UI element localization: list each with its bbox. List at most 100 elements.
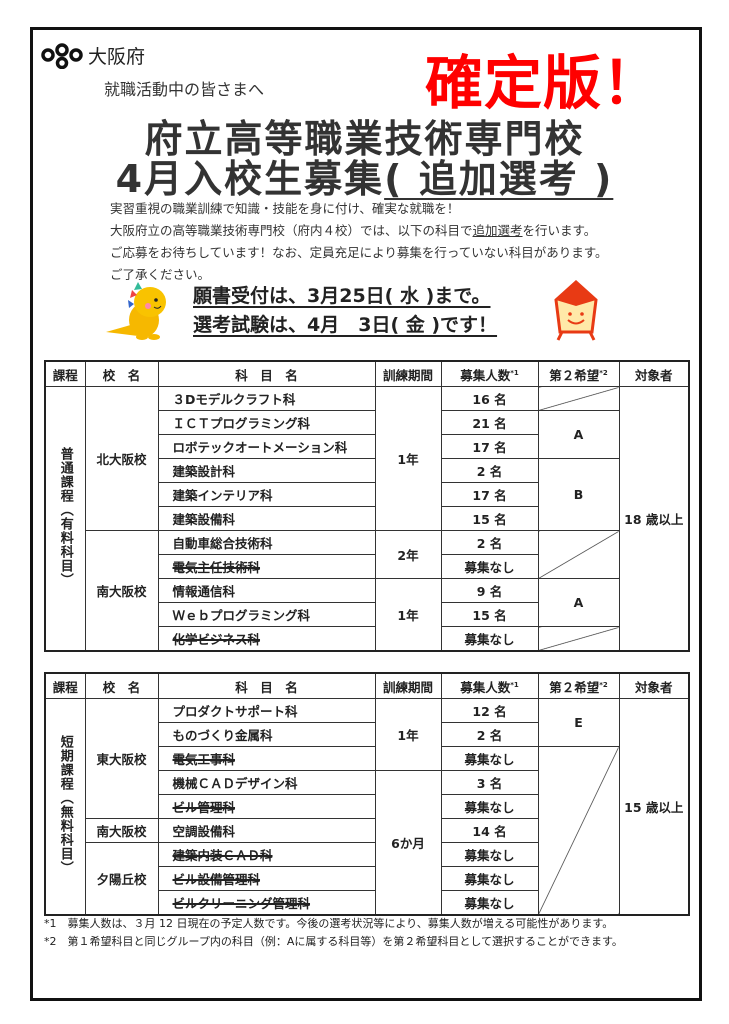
- subject-name: ものづくり金属科: [157, 722, 376, 747]
- subject-name: ビル管理科: [157, 794, 376, 819]
- subject-name: 機械ＣＡＤデザイン科: [157, 770, 376, 795]
- column-header-course: 課程: [44, 360, 86, 387]
- subject-name: 情報通信科: [157, 578, 376, 603]
- subject-closed: 化学ビジネス科: [172, 632, 261, 647]
- second-choice-none: [537, 386, 620, 411]
- subject-label: ものづくり金属科: [172, 728, 273, 743]
- training-period: 6か月: [374, 770, 442, 916]
- footnotes: *1 募集人数は、３月 12 日現在の予定人数です。今後の選考状況等により、募集…: [44, 915, 623, 951]
- table-row: 南大阪校 空調設備科 14 名: [45, 818, 689, 843]
- second-choice-none: [537, 530, 620, 579]
- table-row: 建築設備科 15 名: [45, 506, 689, 531]
- table-row: 南大阪校 自動車総合技術科 2年 2 名: [45, 530, 689, 652]
- intro-line: ご応募をお待ちしています！なお、定員充足により募集を行っていない科目があります。: [110, 245, 608, 260]
- subject-label: Ｗｅｂプログラミング科: [172, 608, 311, 623]
- second-choice-none: [537, 746, 620, 916]
- mascot-pencil-icon: [554, 280, 598, 341]
- column-header-period: 訓練期間: [374, 360, 442, 387]
- subject-name: Ｗｅｂプログラミング科: [157, 602, 376, 627]
- footnote-mark: *1: [44, 917, 57, 930]
- course-name: 短期課程（無料科目）: [57, 735, 73, 875]
- recruit-count: 9 名: [440, 578, 539, 603]
- exam-date: 選考試験は、4月 3日( 金 )です！: [193, 314, 498, 336]
- table-row: ものづくり金属科 2 名: [45, 722, 689, 747]
- subject-closed: ビルクリーニング管理科: [172, 896, 311, 911]
- recruit-count: 17 名: [440, 434, 539, 459]
- final-version-stamp: 確定版！: [425, 49, 662, 117]
- intro-text: 実習重視の職業訓練で知識・技能を身に付け、確実な就職を！ 大阪府立の高等職業技術…: [110, 198, 608, 286]
- second-choice-group: A: [537, 578, 620, 627]
- footnote-ref: *1: [510, 680, 519, 689]
- mascot-dinosaur-icon: [106, 282, 166, 340]
- footnote-ref: *2: [599, 368, 608, 377]
- regular-course-table: 課程校 名科 目 名訓練期間 募集人数*1 第２希望*2 対象者 普通課程（有料科目） 北…: [44, 360, 690, 652]
- target-age: 18 歳以上: [618, 386, 690, 652]
- school-name: 東大阪校: [84, 698, 159, 819]
- recruit-count: 17 名: [440, 482, 539, 507]
- table-row: 機械ＣＡＤデザイン科 6か月 3 名: [45, 770, 689, 916]
- table-row: 電気主任技術科 募集なし: [45, 554, 689, 579]
- subject-name: 電気工事科: [157, 746, 376, 771]
- footnote: *1 募集人数は、３月 12 日現在の予定人数です。今後の選考状況等により、募集…: [44, 915, 623, 933]
- recruit-count: 募集なし: [440, 746, 539, 771]
- subject-label: 建築設計科: [172, 464, 236, 479]
- title-sub: ( 追加選考 ): [384, 157, 614, 201]
- recruit-count: 募集なし: [440, 554, 539, 579]
- subject-name: 空調設備科: [157, 818, 376, 843]
- table-row: 夕陽丘校 建築内装ＣＡＤ科 募集なし: [45, 842, 689, 916]
- subject-name: ロボテックオートメーション科: [157, 434, 376, 459]
- table-row: 建築インテリア科 17 名: [45, 482, 689, 507]
- org-name: 大阪府: [88, 46, 146, 68]
- course-name: 普通課程（有料科目）: [57, 447, 73, 587]
- recruit-count: 16 名: [440, 386, 539, 411]
- second-choice-group: E: [537, 698, 620, 747]
- column-header-count: 募集人数*1: [440, 360, 539, 387]
- title-line-2: 4月入校生募集( 追加選考 ): [0, 148, 729, 203]
- column-header-school: 校 名: [84, 360, 159, 387]
- subject-label: 情報通信科: [172, 584, 236, 599]
- column-header-target: 対象者: [618, 672, 690, 699]
- subject-name: ビル設備管理科: [157, 866, 376, 891]
- column-header-count: 募集人数*1: [440, 672, 539, 699]
- recruit-count: 2 名: [440, 722, 539, 747]
- subject-name: ３Dモデルクラフト科: [157, 386, 376, 411]
- subject-label: 自動車総合技術科: [172, 536, 273, 551]
- second-choice-group: B: [537, 458, 620, 531]
- subject-closed: ビル管理科: [172, 800, 236, 815]
- subject-closed: ビル設備管理科: [172, 872, 261, 887]
- recruit-count: 募集なし: [440, 626, 539, 652]
- header-row: 課程校 名科 目 名訓練期間 募集人数*1 第２希望*2 対象者: [44, 360, 690, 387]
- column-header-subject: 科 目 名: [157, 360, 376, 387]
- osaka-emblem-icon: [41, 42, 83, 69]
- subject-label: 空調設備科: [172, 824, 236, 839]
- column-header-course: 課程: [44, 672, 86, 699]
- subject-closed: 電気主任技術科: [172, 560, 261, 575]
- subject-label: プロダクトサポート科: [172, 704, 298, 719]
- column-header-school: 校 名: [84, 672, 159, 699]
- subject-label: ３Dモデルクラフト科: [172, 392, 296, 407]
- school-name: 夕陽丘校: [84, 842, 159, 916]
- subject-label: 機械ＣＡＤデザイン科: [172, 776, 298, 791]
- subject-label: 建築設備科: [172, 512, 236, 527]
- key-dates: 願書受付は、3月25日( 水 )まで。 選考試験は、4月 3日( 金 )です！: [193, 282, 497, 340]
- recruit-count: 14 名: [440, 818, 539, 843]
- recruit-count: 12 名: [440, 698, 539, 723]
- intro-text-part: 大阪府立の高等職業技術専門校（府内４校）では、以下の科目で: [110, 223, 473, 238]
- training-period: 2年: [374, 530, 442, 579]
- table-row: 電気工事科 募集なし: [45, 746, 689, 916]
- footnote-mark: *2: [44, 935, 57, 948]
- header-row: 課程校 名科 目 名訓練期間 募集人数*1 第２希望*2 対象者: [44, 672, 690, 699]
- recruit-count: 21 名: [440, 410, 539, 435]
- subject-name: 建築内装ＣＡＤ科: [157, 842, 376, 867]
- subject-name: ビルクリーニング管理科: [157, 890, 376, 916]
- table-row: 短期課程（無料科目） 東大阪校 プロダクトサポート科 1年 12 名 E 15 歳以上: [44, 698, 690, 916]
- school-name: 南大阪校: [84, 530, 159, 652]
- target-age: 15 歳以上: [618, 698, 690, 916]
- page-border: [30, 27, 702, 1001]
- subject-closed: 建築内装ＣＡＤ科: [172, 848, 273, 863]
- recruit-count: 3 名: [440, 770, 539, 795]
- school-name: 南大阪校: [84, 818, 159, 843]
- greeting: 就職活動中の皆さまへ: [104, 80, 265, 99]
- intro-line: ご了承ください。: [110, 267, 211, 282]
